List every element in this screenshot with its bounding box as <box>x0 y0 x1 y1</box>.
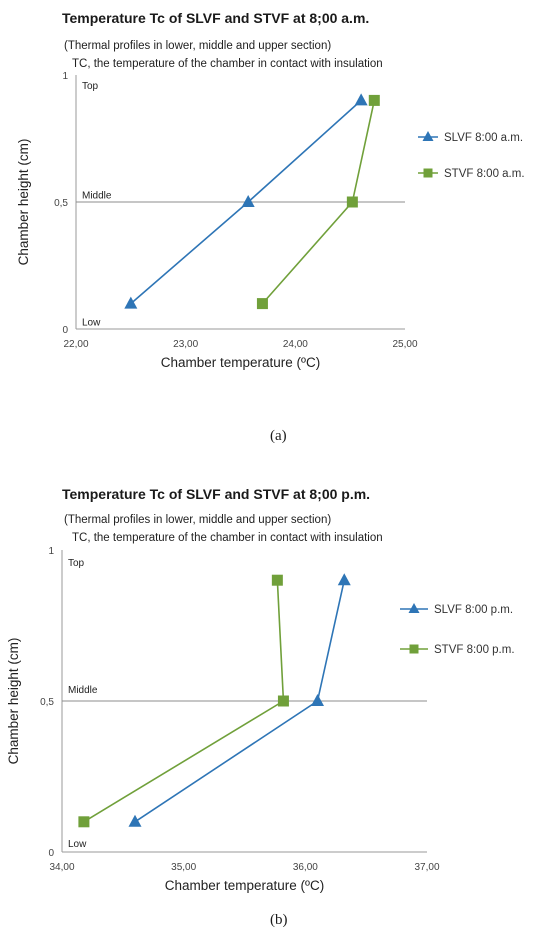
chart-note: TC, the temperature of the chamber in co… <box>72 58 383 70</box>
data-point-square <box>368 94 380 106</box>
data-point-triangle <box>241 195 255 207</box>
y-axis-title: Chamber height (cm) <box>16 139 31 266</box>
y-tick-label: 0 <box>62 325 68 336</box>
chart-note: TC, the temperature of the chamber in co… <box>72 532 383 544</box>
chart-panel-b: Temperature Tc of SLVF and STVF at 8;00 … <box>0 470 555 946</box>
legend-label: STVF 8:00 p.m. <box>434 644 515 656</box>
chart-plot-b: 34,00 35,00 36,00 37,00 0 0,5 1 Top Middle Low Cha… <box>6 546 515 893</box>
x-tick-label: 23,00 <box>173 339 198 350</box>
legend-marker-square <box>423 168 433 178</box>
region-label: Low <box>68 839 87 850</box>
chart-subtitle: (Thermal profiles in lower, middle and u… <box>64 40 332 52</box>
y-tick-label: 0,5 <box>40 697 54 708</box>
y-tick-label: 0,5 <box>54 198 68 209</box>
x-tick-label: 37,00 <box>414 862 439 873</box>
region-label: Low <box>82 317 101 328</box>
region-label: Middle <box>82 190 112 201</box>
data-point-triangle <box>128 814 142 827</box>
legend-label: SLVF 8:00 p.m. <box>434 604 513 616</box>
y-axis-title: Chamber height (cm) <box>6 638 21 765</box>
x-tick-label: 34,00 <box>49 862 74 873</box>
data-point-triangle <box>354 93 368 106</box>
figure-caption: (b) <box>270 912 288 928</box>
x-axis-title: Chamber temperature (ºC) <box>165 878 324 893</box>
legend-marker-triangle <box>408 603 420 613</box>
chart-subtitle: (Thermal profiles in lower, middle and u… <box>64 514 332 526</box>
legend-marker-triangle <box>422 131 434 141</box>
data-point-square <box>78 816 90 828</box>
chart-panel-a: Temperature Tc of SLVF and STVF at 8;00 … <box>0 0 555 470</box>
data-point-square <box>346 196 358 208</box>
x-axis-title: Chamber temperature (ºC) <box>161 355 320 370</box>
y-tick-label: 0 <box>48 848 54 859</box>
legend-label: STVF 8:00 a.m. <box>444 168 525 180</box>
x-tick-label: 35,00 <box>171 862 196 873</box>
region-label: Top <box>82 81 99 92</box>
x-tick-label: 36,00 <box>293 862 318 873</box>
region-label: Middle <box>68 685 98 696</box>
data-point-square <box>256 298 268 310</box>
legend-label: SLVF 8:00 a.m. <box>444 132 523 144</box>
legend-marker-square <box>409 644 419 654</box>
region-label: Top <box>68 558 85 569</box>
x-tick-label: 22,00 <box>63 339 88 350</box>
y-tick-label: 1 <box>48 546 54 557</box>
figure-caption: (a) <box>270 428 287 444</box>
data-point-square <box>277 695 289 707</box>
data-point-triangle <box>311 694 324 706</box>
data-point-triangle <box>124 296 138 309</box>
chart-title: Temperature Tc of SLVF and STVF at 8;00 … <box>62 10 370 26</box>
x-tick-label: 24,00 <box>283 339 308 350</box>
chart-title: Temperature Tc of SLVF and STVF at 8;00 … <box>62 486 371 502</box>
data-point-triangle <box>337 573 351 586</box>
data-point-square <box>271 574 283 586</box>
y-tick-label: 1 <box>62 71 68 82</box>
x-tick-label: 25,00 <box>392 339 417 350</box>
chart-plot-a: 22,00 23,00 24,00 25,00 0 0,5 1 Top Middle Low Cha… <box>16 71 525 370</box>
